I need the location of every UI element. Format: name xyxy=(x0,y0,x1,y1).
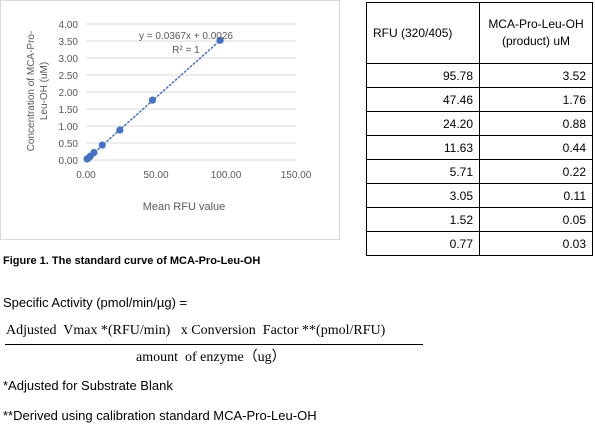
product-cell: 0.44 xyxy=(479,135,593,160)
y-tick-label: 3.50 xyxy=(59,37,79,48)
y-tick-label: 2.00 xyxy=(59,88,79,99)
formula-numerator: Adjusted Vmax *(RFU/min) x Conversion Fa… xyxy=(6,323,386,338)
data-point xyxy=(216,36,224,44)
rfu-cell: 11.63 xyxy=(366,135,480,160)
y-tick-label: 4.00 xyxy=(59,20,79,31)
table-row: 24.20 0.88 xyxy=(366,111,593,136)
standard-curve-chart: 0.00 0.50 1.00 1.50 2.00 2.50 3.00 3.50 4.00 0.00… xyxy=(0,0,340,240)
x-axis-title: Mean RFU value xyxy=(143,201,226,213)
rfu-cell: 3.05 xyxy=(366,183,480,208)
formula-denominator: amount of enzyme（ug） xyxy=(136,350,286,365)
data-point xyxy=(116,126,124,134)
product-cell: 0.05 xyxy=(479,207,593,232)
y-tick-label: 3.00 xyxy=(59,54,79,65)
product-cell: 3.52 xyxy=(479,63,593,88)
y-tick-label: 0.00 xyxy=(59,156,79,167)
table-row: 95.78 3.52 xyxy=(366,63,593,88)
x-tick-label: 0.00 xyxy=(76,170,96,181)
trendline-equation: y = 0.0367x + 0.0026 xyxy=(139,31,233,42)
x-tick-label: 150.00 xyxy=(281,170,312,181)
header-product: MCA-Pro-Leu-OH (product) uM xyxy=(479,2,593,64)
rfu-cell: 24.20 xyxy=(366,111,480,136)
product-cell: 0.03 xyxy=(479,231,593,256)
y-tick-label: 1.00 xyxy=(59,122,79,133)
fraction-bar xyxy=(5,344,423,345)
y-axis-title-line1: Concentration of MCA-Pro- xyxy=(26,31,37,152)
data-point xyxy=(148,96,157,104)
x-tick-label: 50.00 xyxy=(143,170,168,181)
table-row: 11.63 0.44 xyxy=(366,135,593,160)
product-cell: 0.88 xyxy=(479,111,593,136)
figure-caption: Figure 1. The standard curve of MCA-Pro-… xyxy=(3,255,261,267)
table-row: 5.71 0.22 xyxy=(366,159,593,184)
header-rfu: RFU (320/405) xyxy=(366,2,480,64)
table-row: 1.52 0.05 xyxy=(366,207,593,232)
specific-activity-label: Specific Activity (pmol/min/µg) = xyxy=(3,295,188,310)
data-point xyxy=(83,155,91,163)
product-cell: 0.11 xyxy=(479,183,593,208)
table-header-row: RFU (320/405) MCA-Pro-Leu-OH (product) u… xyxy=(366,2,593,64)
y-tick-label: 0.50 xyxy=(59,139,79,150)
rfu-cell: 47.46 xyxy=(366,87,480,112)
product-cell: 1.76 xyxy=(479,87,593,112)
rfu-cell: 5.71 xyxy=(366,159,480,184)
y-axis-title-line2: Leu-OH (uM) xyxy=(39,62,50,120)
product-cell: 0.22 xyxy=(479,159,593,184)
y-tick-label: 1.50 xyxy=(59,105,79,116)
table-row: 47.46 1.76 xyxy=(366,87,593,112)
rfu-cell: 1.52 xyxy=(366,207,480,232)
r-squared-label: R² = 1 xyxy=(172,45,200,56)
table-row: 0.77 0.03 xyxy=(366,231,593,256)
calibration-table: RFU (320/405) MCA-Pro-Leu-OH (product) u… xyxy=(366,2,593,256)
footnote-substrate-blank: *Adjusted for Substrate Blank xyxy=(3,378,173,393)
rfu-cell: 0.77 xyxy=(366,231,480,256)
rfu-cell: 95.78 xyxy=(366,63,480,88)
x-tick-label: 100.00 xyxy=(211,170,242,181)
footnote-calibration: **Derived using calibration standard MCA… xyxy=(3,408,317,423)
table-row: 3.05 0.11 xyxy=(366,183,593,208)
y-tick-label: 2.50 xyxy=(59,71,79,82)
data-point xyxy=(98,141,106,149)
chart-canvas: 0.00 0.50 1.00 1.50 2.00 2.50 3.00 3.50 4.00 0.00… xyxy=(26,20,312,213)
